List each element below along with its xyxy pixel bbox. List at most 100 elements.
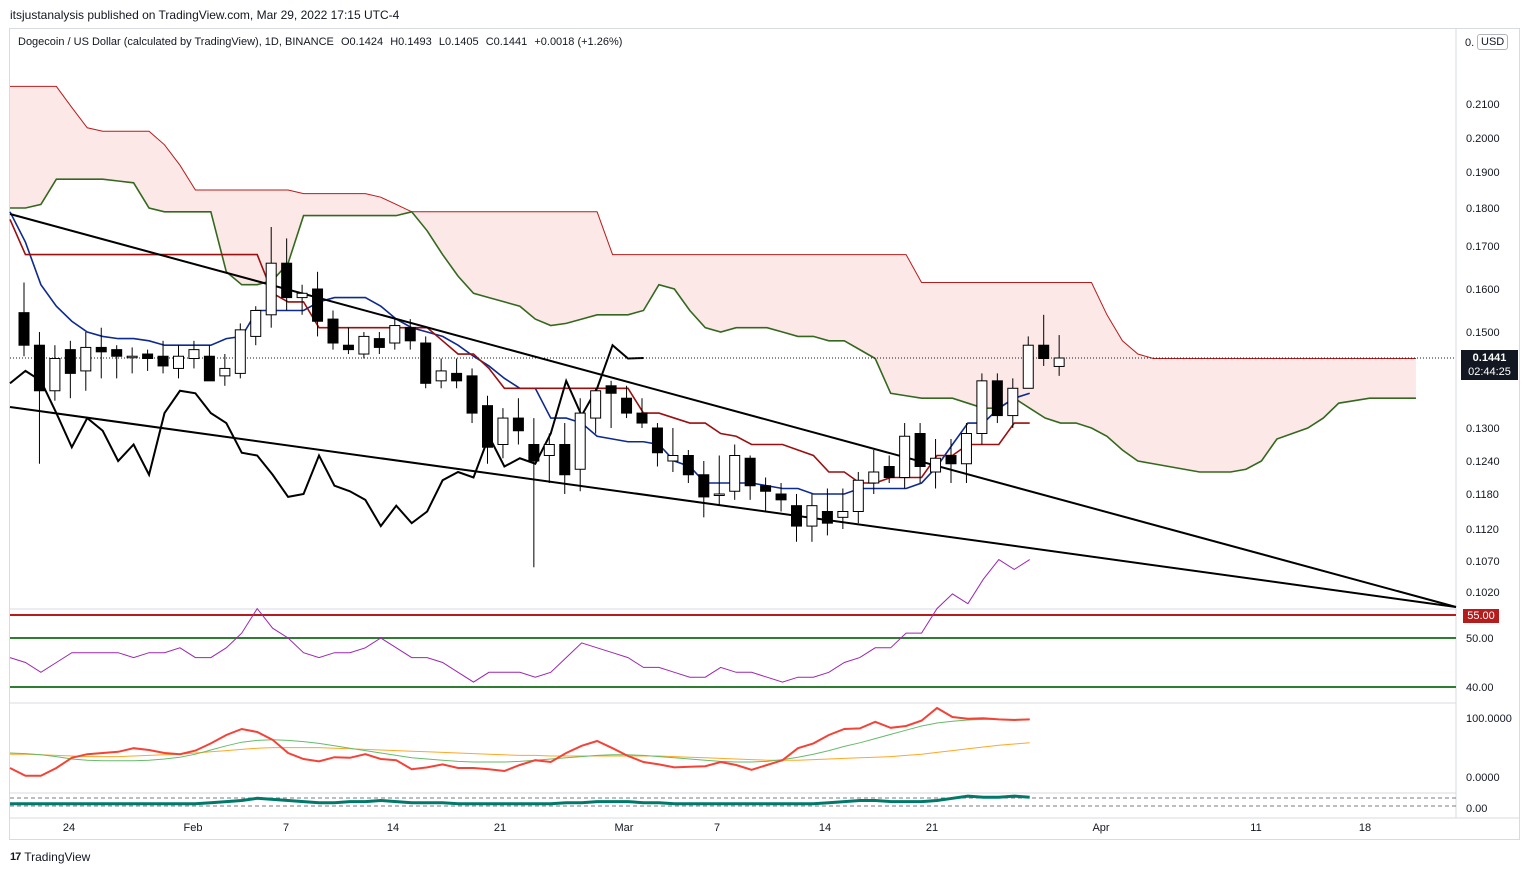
legend-symbol: Dogecoin / US Dollar (calculated by Trad… — [18, 36, 334, 48]
candle-body — [791, 505, 802, 527]
candle-body — [930, 457, 942, 473]
footer-brand: TradingView — [24, 850, 91, 864]
upper-wedge-trendline — [9, 213, 1457, 608]
time-tick-label: Mar — [615, 822, 634, 834]
candle-body — [914, 433, 926, 467]
price-tick-label: 0.1800 — [1466, 203, 1500, 215]
candle-body — [250, 310, 262, 337]
chart-frame[interactable] — [9, 28, 1520, 840]
candle-body — [111, 349, 123, 357]
rsi-panel — [9, 558, 1456, 688]
candle-body — [389, 325, 401, 344]
axes: 0.2100 0.2000 0.1900 0.1800 0.1700 0.1600 0.15… — [63, 99, 1512, 834]
price-tick-label: 0.1020 — [1466, 587, 1500, 599]
stoch-tick-label: 100.0000 — [1466, 713, 1512, 725]
candle-body — [64, 349, 76, 374]
candle-body — [281, 262, 293, 299]
adx-panel — [10, 794, 1456, 807]
time-tick-label: 14 — [819, 822, 831, 834]
candle-body — [497, 417, 509, 445]
senkou-span-a — [10, 85, 1416, 359]
price-tick-label: 0.1070 — [1466, 556, 1500, 568]
time-tick-label: 24 — [63, 822, 75, 834]
time-tick-label: 18 — [1359, 822, 1371, 834]
candle-body — [80, 346, 92, 372]
rsi-level-tag: 55.00 — [1463, 609, 1499, 623]
candle-body — [837, 511, 849, 518]
legend-low: L0.1405 — [438, 36, 479, 48]
trendlines — [9, 213, 1457, 608]
candle-body — [373, 338, 385, 348]
currency-selector[interactable]: USD — [1477, 34, 1509, 50]
price-tick-label: 0.1700 — [1466, 241, 1500, 253]
candle-body — [543, 444, 555, 456]
candle-body — [713, 493, 725, 496]
candle-body — [1053, 357, 1065, 367]
candle-body — [605, 385, 617, 394]
legend-high: H0.1493 — [390, 36, 432, 48]
time-tick-label: 7 — [714, 822, 720, 834]
stoch-signal-green — [9, 718, 1030, 763]
candle-body — [945, 455, 957, 465]
candle-body — [1022, 344, 1034, 389]
symbol-legend: Dogecoin / US Dollar (calculated by Trad… — [18, 36, 626, 48]
stoch-tick-label: 0.0000 — [1466, 772, 1500, 784]
candle-body — [466, 375, 478, 414]
candle-body — [651, 427, 663, 454]
candle-body — [760, 485, 772, 492]
legend-open: O0.1424 — [340, 36, 384, 48]
candle-body — [991, 380, 1003, 417]
candle-body — [95, 346, 107, 353]
candle-body — [33, 344, 45, 392]
price-axis-top-label: 0. — [1465, 37, 1475, 49]
candle-body — [729, 455, 741, 492]
legend-change: +0.0018 (+1.26%) — [534, 36, 623, 48]
candle-body — [636, 412, 648, 424]
candle-body — [49, 357, 61, 392]
candle-body — [219, 367, 231, 377]
candle-body — [852, 479, 864, 512]
bar-countdown: 02:44:25 — [1468, 366, 1511, 378]
candle-body — [451, 372, 463, 382]
candle-body — [234, 329, 246, 374]
candle-body — [265, 262, 277, 316]
candle-body — [173, 355, 184, 369]
candle-body — [358, 335, 370, 355]
tradingview-logo-icon: 17 — [10, 851, 21, 863]
candle-body — [868, 471, 880, 484]
candle-body — [574, 412, 586, 470]
time-tick-label: Feb — [184, 822, 203, 834]
time-tick-label: 7 — [283, 822, 289, 834]
price-tick-label: 0.2100 — [1466, 99, 1500, 111]
legend-close: C0.1441 — [485, 36, 528, 48]
candle-body — [775, 493, 787, 501]
price-tick-label: 0.1180 — [1466, 489, 1499, 501]
candle-body — [126, 355, 138, 359]
candle-body — [883, 466, 895, 478]
cloud-fill — [10, 86, 1416, 473]
candle-body — [1038, 344, 1050, 359]
candle-body — [621, 397, 633, 414]
candle-body — [1007, 387, 1019, 417]
stoch-panel — [9, 706, 1030, 777]
candle-body — [296, 292, 308, 299]
price-tick-label: 0.1120 — [1466, 524, 1499, 536]
adx-line — [10, 794, 1030, 806]
candle-body — [821, 511, 833, 524]
candle-body — [157, 355, 169, 367]
rsi-tick-label: 50.00 — [1466, 633, 1494, 645]
candle-body — [142, 353, 154, 359]
candle-body — [806, 505, 818, 527]
candle-body — [976, 380, 988, 435]
candle-body — [744, 457, 756, 487]
candle-body — [18, 312, 30, 346]
stoch-signal-orange — [10, 742, 1030, 761]
time-tick-label: 21 — [926, 822, 938, 834]
candle-body — [420, 342, 432, 384]
price-tick-label: 0.1300 — [1466, 423, 1500, 435]
publisher-line: itsjustanalysis published on TradingView… — [10, 8, 400, 22]
candle-body — [203, 355, 215, 382]
price-tick-label: 0.1600 — [1466, 284, 1500, 296]
candle-body — [482, 405, 493, 448]
